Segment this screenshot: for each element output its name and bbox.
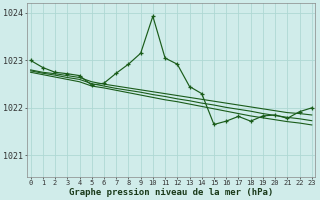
X-axis label: Graphe pression niveau de la mer (hPa): Graphe pression niveau de la mer (hPa) xyxy=(69,188,273,197)
